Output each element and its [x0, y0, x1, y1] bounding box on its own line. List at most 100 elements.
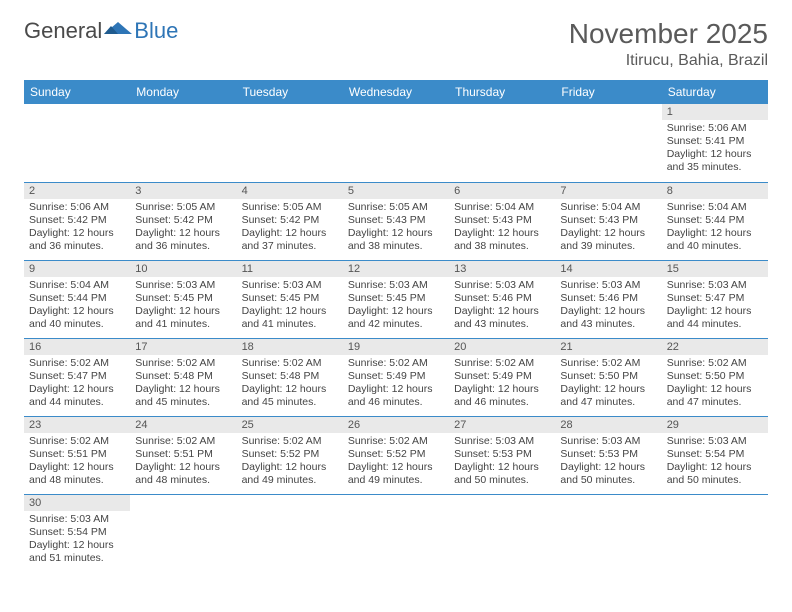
day-number: 1: [662, 104, 768, 120]
day-number: 22: [662, 339, 768, 355]
calendar-cell: [24, 104, 130, 182]
calendar-cell: [662, 494, 768, 572]
calendar-cell: 28Sunrise: 5:03 AMSunset: 5:53 PMDayligh…: [555, 416, 661, 494]
calendar-cell: 12Sunrise: 5:03 AMSunset: 5:45 PMDayligh…: [343, 260, 449, 338]
day-number: 15: [662, 261, 768, 277]
day-details: Sunrise: 5:05 AMSunset: 5:42 PMDaylight:…: [130, 199, 236, 258]
calendar-cell: 20Sunrise: 5:02 AMSunset: 5:49 PMDayligh…: [449, 338, 555, 416]
calendar-cell: [130, 494, 236, 572]
calendar-cell: [449, 494, 555, 572]
day-details: Sunrise: 5:02 AMSunset: 5:48 PMDaylight:…: [237, 355, 343, 414]
day-number: 17: [130, 339, 236, 355]
day-number: 14: [555, 261, 661, 277]
calendar-cell: 4Sunrise: 5:05 AMSunset: 5:42 PMDaylight…: [237, 182, 343, 260]
day-number: 20: [449, 339, 555, 355]
calendar-cell: 7Sunrise: 5:04 AMSunset: 5:43 PMDaylight…: [555, 182, 661, 260]
month-title: November 2025: [569, 18, 768, 50]
calendar-cell: 24Sunrise: 5:02 AMSunset: 5:51 PMDayligh…: [130, 416, 236, 494]
calendar-cell: 15Sunrise: 5:03 AMSunset: 5:47 PMDayligh…: [662, 260, 768, 338]
day-details: Sunrise: 5:06 AMSunset: 5:41 PMDaylight:…: [662, 120, 768, 179]
day-details: Sunrise: 5:03 AMSunset: 5:54 PMDaylight:…: [662, 433, 768, 492]
calendar-cell: [555, 104, 661, 182]
logo: General Blue: [24, 18, 178, 44]
calendar-cell: 1Sunrise: 5:06 AMSunset: 5:41 PMDaylight…: [662, 104, 768, 182]
day-details: Sunrise: 5:02 AMSunset: 5:51 PMDaylight:…: [24, 433, 130, 492]
day-details: Sunrise: 5:02 AMSunset: 5:50 PMDaylight:…: [555, 355, 661, 414]
calendar-cell: 29Sunrise: 5:03 AMSunset: 5:54 PMDayligh…: [662, 416, 768, 494]
weekday-header: Sunday: [24, 80, 130, 104]
day-details: Sunrise: 5:02 AMSunset: 5:48 PMDaylight:…: [130, 355, 236, 414]
calendar-cell: [237, 104, 343, 182]
day-details: Sunrise: 5:03 AMSunset: 5:46 PMDaylight:…: [449, 277, 555, 336]
calendar-cell: 2Sunrise: 5:06 AMSunset: 5:42 PMDaylight…: [24, 182, 130, 260]
day-details: Sunrise: 5:02 AMSunset: 5:47 PMDaylight:…: [24, 355, 130, 414]
day-number: 2: [24, 183, 130, 199]
calendar-cell: 26Sunrise: 5:02 AMSunset: 5:52 PMDayligh…: [343, 416, 449, 494]
calendar-cell: 21Sunrise: 5:02 AMSunset: 5:50 PMDayligh…: [555, 338, 661, 416]
day-details: Sunrise: 5:04 AMSunset: 5:43 PMDaylight:…: [449, 199, 555, 258]
header: General Blue November 2025 Itirucu, Bahi…: [24, 18, 768, 70]
calendar-table: SundayMondayTuesdayWednesdayThursdayFrid…: [24, 80, 768, 572]
day-number: 18: [237, 339, 343, 355]
calendar-cell: 18Sunrise: 5:02 AMSunset: 5:48 PMDayligh…: [237, 338, 343, 416]
calendar-body: 1Sunrise: 5:06 AMSunset: 5:41 PMDaylight…: [24, 104, 768, 572]
day-number: 12: [343, 261, 449, 277]
day-details: Sunrise: 5:02 AMSunset: 5:52 PMDaylight:…: [237, 433, 343, 492]
calendar-cell: [343, 494, 449, 572]
day-number: 7: [555, 183, 661, 199]
day-number: 27: [449, 417, 555, 433]
day-number: 8: [662, 183, 768, 199]
day-details: Sunrise: 5:03 AMSunset: 5:53 PMDaylight:…: [449, 433, 555, 492]
calendar-cell: 23Sunrise: 5:02 AMSunset: 5:51 PMDayligh…: [24, 416, 130, 494]
calendar-cell: 10Sunrise: 5:03 AMSunset: 5:45 PMDayligh…: [130, 260, 236, 338]
day-number: 13: [449, 261, 555, 277]
day-number: 3: [130, 183, 236, 199]
calendar-head: SundayMondayTuesdayWednesdayThursdayFrid…: [24, 80, 768, 104]
day-details: Sunrise: 5:05 AMSunset: 5:43 PMDaylight:…: [343, 199, 449, 258]
calendar-cell: 17Sunrise: 5:02 AMSunset: 5:48 PMDayligh…: [130, 338, 236, 416]
calendar-cell: 30Sunrise: 5:03 AMSunset: 5:54 PMDayligh…: [24, 494, 130, 572]
day-details: Sunrise: 5:02 AMSunset: 5:51 PMDaylight:…: [130, 433, 236, 492]
day-details: Sunrise: 5:04 AMSunset: 5:44 PMDaylight:…: [662, 199, 768, 258]
calendar-cell: 13Sunrise: 5:03 AMSunset: 5:46 PMDayligh…: [449, 260, 555, 338]
day-number: 4: [237, 183, 343, 199]
day-details: Sunrise: 5:02 AMSunset: 5:49 PMDaylight:…: [343, 355, 449, 414]
day-details: Sunrise: 5:03 AMSunset: 5:53 PMDaylight:…: [555, 433, 661, 492]
day-number: 25: [237, 417, 343, 433]
calendar-cell: [130, 104, 236, 182]
day-details: Sunrise: 5:03 AMSunset: 5:46 PMDaylight:…: [555, 277, 661, 336]
day-number: 5: [343, 183, 449, 199]
title-block: November 2025 Itirucu, Bahia, Brazil: [569, 18, 768, 70]
day-details: Sunrise: 5:04 AMSunset: 5:43 PMDaylight:…: [555, 199, 661, 258]
day-number: 29: [662, 417, 768, 433]
weekday-header: Wednesday: [343, 80, 449, 104]
day-number: 24: [130, 417, 236, 433]
day-details: Sunrise: 5:03 AMSunset: 5:54 PMDaylight:…: [24, 511, 130, 570]
calendar-cell: [237, 494, 343, 572]
day-details: Sunrise: 5:02 AMSunset: 5:49 PMDaylight:…: [449, 355, 555, 414]
calendar-cell: 27Sunrise: 5:03 AMSunset: 5:53 PMDayligh…: [449, 416, 555, 494]
day-details: Sunrise: 5:03 AMSunset: 5:47 PMDaylight:…: [662, 277, 768, 336]
weekday-header: Monday: [130, 80, 236, 104]
day-details: Sunrise: 5:06 AMSunset: 5:42 PMDaylight:…: [24, 199, 130, 258]
calendar-cell: 22Sunrise: 5:02 AMSunset: 5:50 PMDayligh…: [662, 338, 768, 416]
calendar-cell: 25Sunrise: 5:02 AMSunset: 5:52 PMDayligh…: [237, 416, 343, 494]
calendar-cell: [449, 104, 555, 182]
location: Itirucu, Bahia, Brazil: [569, 52, 768, 70]
day-number: 11: [237, 261, 343, 277]
day-number: 16: [24, 339, 130, 355]
day-details: Sunrise: 5:03 AMSunset: 5:45 PMDaylight:…: [130, 277, 236, 336]
logo-text-blue: Blue: [134, 18, 178, 44]
calendar-cell: 16Sunrise: 5:02 AMSunset: 5:47 PMDayligh…: [24, 338, 130, 416]
calendar-cell: 8Sunrise: 5:04 AMSunset: 5:44 PMDaylight…: [662, 182, 768, 260]
day-number: 30: [24, 495, 130, 511]
day-details: Sunrise: 5:02 AMSunset: 5:50 PMDaylight:…: [662, 355, 768, 414]
calendar-cell: 6Sunrise: 5:04 AMSunset: 5:43 PMDaylight…: [449, 182, 555, 260]
day-number: 9: [24, 261, 130, 277]
calendar-cell: 9Sunrise: 5:04 AMSunset: 5:44 PMDaylight…: [24, 260, 130, 338]
weekday-header: Friday: [555, 80, 661, 104]
calendar-cell: [343, 104, 449, 182]
day-details: Sunrise: 5:03 AMSunset: 5:45 PMDaylight:…: [343, 277, 449, 336]
day-number: 6: [449, 183, 555, 199]
day-details: Sunrise: 5:03 AMSunset: 5:45 PMDaylight:…: [237, 277, 343, 336]
